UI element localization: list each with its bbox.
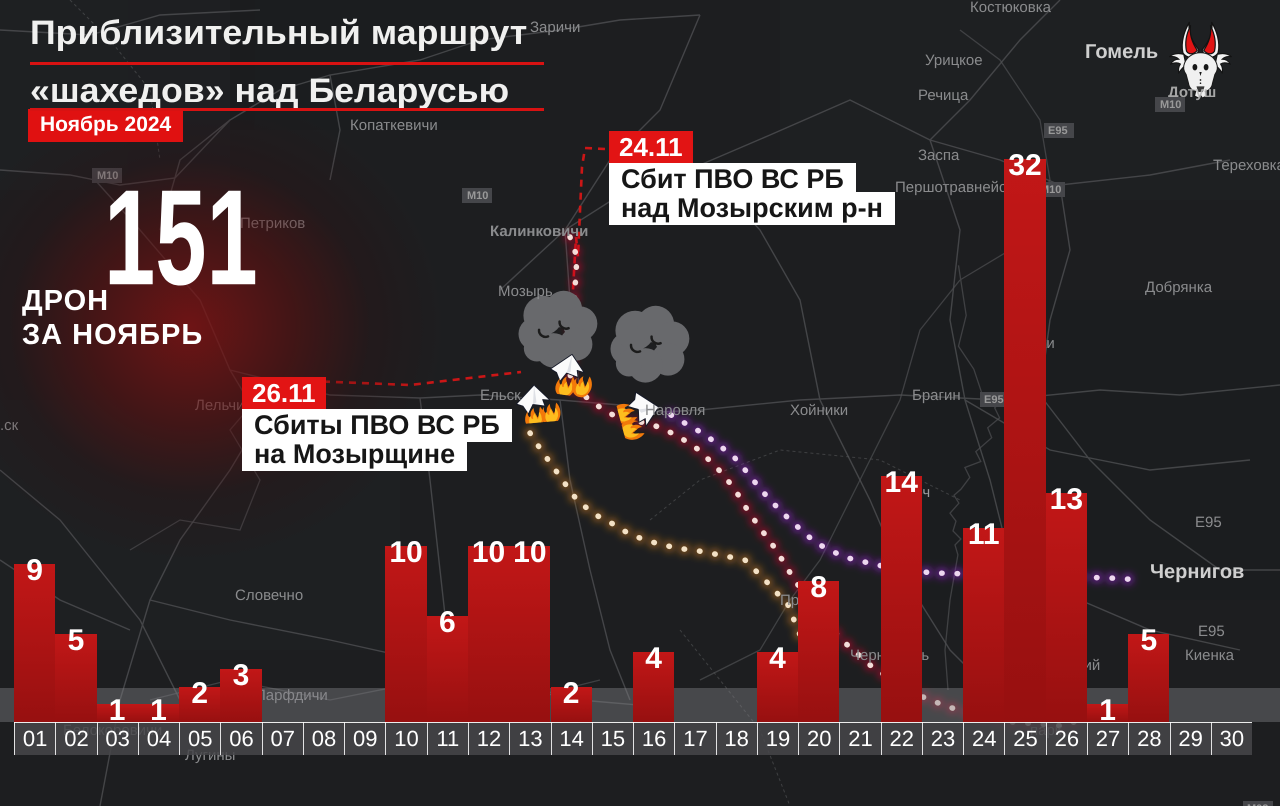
- svg-text:E95: E95: [1198, 623, 1225, 640]
- svg-text:Словечно: Словечно: [235, 587, 303, 604]
- svg-text:E95: E95: [1195, 514, 1222, 531]
- svg-text:Киенка: Киенка: [1185, 647, 1235, 664]
- svg-text:Гомель: Гомель: [1085, 41, 1158, 63]
- svg-text:Урицкое: Урицкое: [925, 52, 983, 69]
- svg-text:M10: M10: [1160, 99, 1181, 111]
- svg-text:Наровля: Наровля: [645, 402, 705, 419]
- svg-text:Заспа: Заспа: [918, 147, 960, 164]
- svg-text:Костюковка: Костюковка: [970, 0, 1052, 16]
- svg-text:Брагин: Брагин: [912, 387, 961, 404]
- svg-text:Калинковичи: Калинковичи: [490, 223, 588, 240]
- svg-text:Тереховка: Тереховка: [1213, 157, 1280, 174]
- svg-text:Хойники: Хойники: [790, 402, 848, 419]
- svg-text:E95: E95: [984, 394, 1004, 406]
- svg-text:Добрянка: Добрянка: [1145, 279, 1213, 296]
- svg-text:Першотравнейск: Першотравнейск: [895, 179, 1014, 196]
- svg-text:Мозырь: Мозырь: [498, 283, 553, 300]
- svg-text:E95: E95: [1048, 125, 1068, 137]
- svg-text:Чернигов: Чернигов: [1150, 561, 1244, 583]
